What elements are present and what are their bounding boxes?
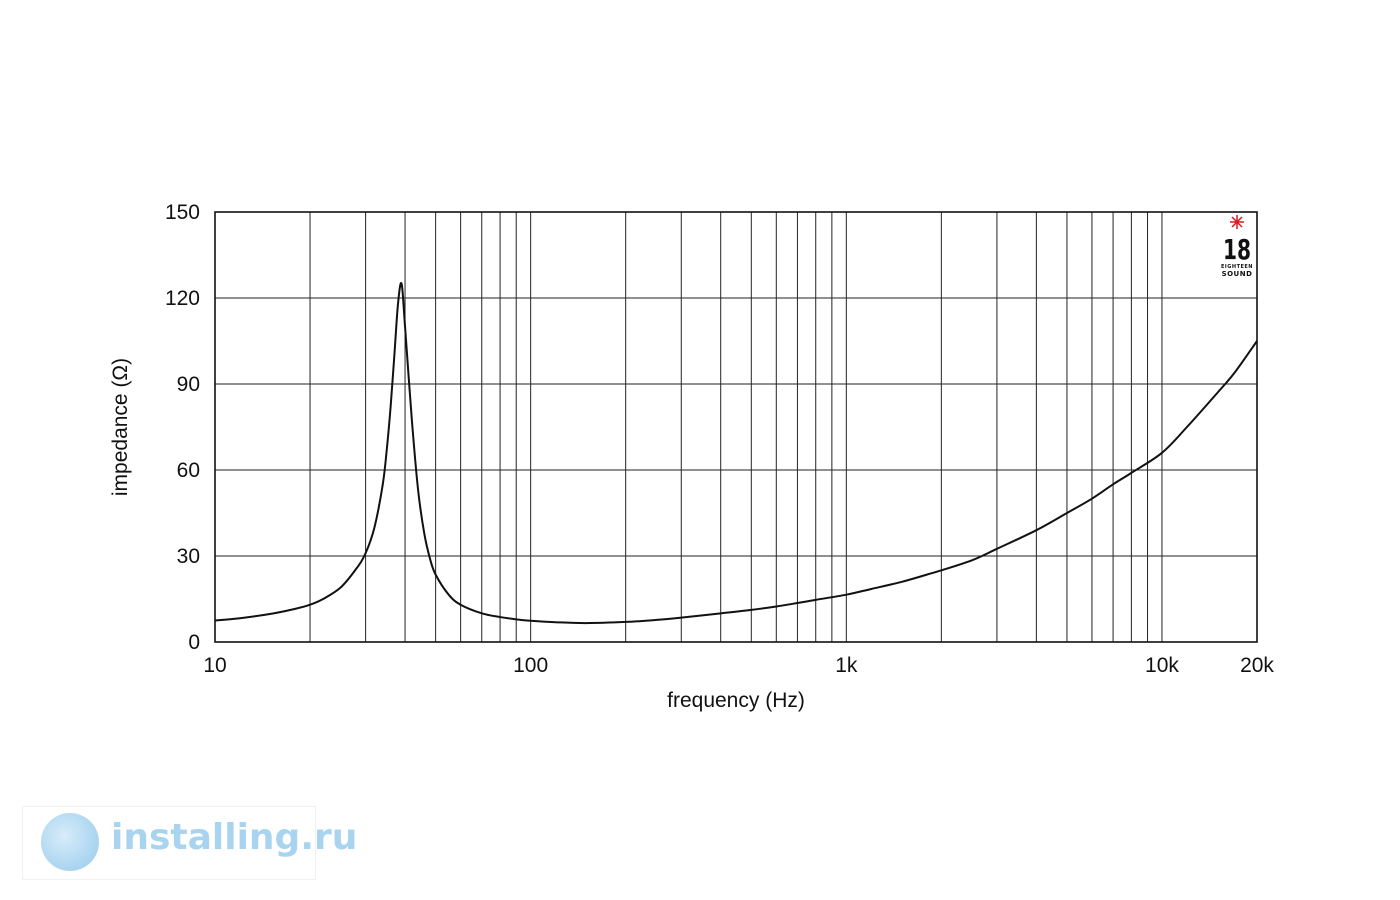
x-tick-label: 20k: [1240, 654, 1274, 677]
brand-logo-number: 18: [1223, 233, 1251, 266]
star-icon: [1230, 215, 1244, 229]
x-tick-label: 10k: [1145, 654, 1179, 677]
y-tick-label: 120: [165, 287, 200, 310]
x-axis-title: frequency (Hz): [667, 689, 805, 712]
x-tick-label: 10: [203, 654, 226, 677]
y-tick-label: 60: [177, 459, 200, 482]
watermark-text: installing.ru: [111, 817, 358, 858]
x-tick-labels: 10 100 1k 10k 20k: [203, 654, 1274, 677]
x-tick-label: 1k: [835, 654, 858, 677]
y-tick-label: 0: [188, 631, 200, 654]
y-axis-title: impedance (Ω): [109, 358, 132, 496]
brand-logo-line2: SOUND: [1222, 270, 1253, 278]
brand-logo: 18 EIGHTEEN SOUND: [1221, 215, 1253, 278]
y-tick-label: 150: [165, 201, 200, 224]
watermark: installing.ru: [22, 806, 357, 880]
brand-logo-line1: EIGHTEEN: [1221, 264, 1253, 270]
x-tick-label: 100: [513, 654, 548, 677]
y-tick-label: 30: [177, 545, 200, 568]
grid: [215, 212, 1257, 642]
plot-frame: [214, 211, 1258, 643]
impedance-curve: [214, 281, 1258, 625]
y-tick-labels: 0 30 60 90 120 150: [165, 201, 200, 654]
watermark-logo-icon: [41, 813, 99, 871]
y-tick-label: 90: [177, 373, 200, 396]
